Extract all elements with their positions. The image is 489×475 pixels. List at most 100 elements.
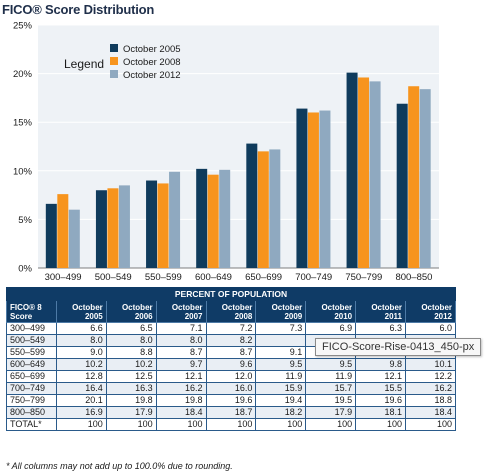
column-header-year: 2009 (284, 311, 303, 321)
column-header-month: October (171, 302, 203, 312)
percent-cell: 8.8 (105, 346, 157, 359)
legend-swatch-3 (110, 70, 118, 78)
percent-cell: 8.0 (105, 334, 157, 347)
percent-cell: 16.2 (405, 382, 456, 395)
bar-1 (296, 108, 308, 268)
score-range-cell: 550–599 (6, 346, 57, 359)
year-column-header: October 2011 (355, 300, 406, 323)
bar-2 (408, 86, 420, 269)
column-header-month: October (72, 302, 103, 312)
percent-cell: 6.5 (105, 322, 157, 335)
percent-cell: 18.1 (355, 406, 406, 419)
table-banner: PERCENT OF POPULATION (6, 287, 456, 301)
percent-cell: 19.6 (205, 394, 257, 407)
percent-cell: 10.1 (405, 358, 456, 371)
percent-cell: 10.2 (105, 358, 157, 371)
year-column-header: October 2005 (55, 300, 107, 323)
percent-cell: 20.1 (55, 394, 107, 407)
bar-3 (369, 81, 381, 268)
bar-3 (219, 169, 231, 268)
percent-cell: 6.0 (405, 322, 456, 335)
percent-cell: 18.7 (205, 406, 257, 419)
bar-2 (257, 151, 269, 268)
table-row: TOTAL* 100 100 100 100 100 100 100 100 (6, 418, 456, 431)
percent-cell: 19.4 (255, 394, 307, 407)
percent-cell: 16.2 (155, 382, 207, 395)
percent-cell: 8.0 (55, 334, 107, 347)
column-header-year: 2005 (84, 311, 103, 321)
bar-3 (419, 89, 431, 268)
y-tick-label: 25% (13, 21, 33, 32)
percent-cell: 7.1 (155, 322, 207, 335)
percent-cell: 100 (155, 418, 207, 431)
percent-cell: 12.8 (55, 370, 107, 383)
y-tick-label: 20% (13, 69, 33, 80)
y-tick-label: 10% (13, 166, 33, 177)
score-header-line1: FICO® 8 (10, 302, 42, 312)
percent-cell: 12.1 (355, 370, 406, 383)
percent-cell: 7.3 (255, 322, 307, 335)
legend-title: Legend (64, 57, 104, 71)
score-column-header: FICO® 8 Score (6, 300, 57, 323)
percent-cell: 100 (205, 418, 257, 431)
y-tick-label: 0% (18, 264, 32, 275)
percent-cell: 9.6 (205, 358, 257, 371)
bar-2 (307, 112, 319, 268)
x-tick-label: 600–649 (195, 272, 232, 283)
table-header-row: FICO® 8 Score October 2005 October 2006 Octo… (6, 300, 456, 323)
percent-cell: 17.9 (105, 406, 157, 419)
percent-cell: 6.3 (355, 322, 406, 335)
percent-cell: 19.5 (305, 394, 357, 407)
table-row: 700–749 16.4 16.3 16.2 16.0 15.9 15.7 15.5 16.2 (6, 382, 456, 395)
bar-3 (319, 110, 331, 268)
year-column-header: October 2010 (305, 300, 357, 323)
score-range-cell: 800–850 (6, 406, 57, 419)
bar-3 (68, 209, 80, 268)
image-tooltip: FICO-Score-Rise-0413_450-px (315, 338, 482, 356)
percent-cell: 100 (55, 418, 107, 431)
legend-entry: October 2005 (123, 44, 181, 55)
chart-title: FICO® Score Distribution (2, 2, 155, 17)
column-header-year: 2011 (384, 311, 402, 321)
percent-cell: 15.9 (255, 382, 307, 395)
bar-1 (45, 203, 57, 268)
percent-cell: 18.8 (405, 394, 456, 407)
year-column-header: October 2012 (405, 300, 456, 323)
y-tick-label: 5% (18, 215, 32, 226)
legend-entry: October 2012 (123, 70, 181, 81)
bar-2 (157, 183, 169, 268)
x-tick-label: 750–799 (345, 272, 382, 283)
x-tick-label: 800–850 (395, 272, 432, 283)
year-column-header: October 2006 (105, 300, 157, 323)
column-header-year: 2006 (134, 311, 153, 321)
bar-3 (118, 185, 130, 268)
score-range-cell: 750–799 (6, 394, 57, 407)
bar-2 (57, 194, 69, 268)
bar-1 (196, 168, 208, 268)
percent-cell (255, 334, 307, 347)
column-header-year: 2008 (234, 311, 253, 321)
percent-cell: 16.4 (55, 382, 107, 395)
footnote: * All columns may not add up to 100.0% d… (6, 461, 233, 471)
table-row: 300–499 6.6 6.5 7.1 7.2 7.3 6.9 6.3 6.0 (6, 322, 456, 335)
percent-cell: 10.2 (55, 358, 107, 371)
percent-cell: 18.2 (255, 406, 307, 419)
percent-cell: 9.5 (255, 358, 307, 371)
score-range-cell: 300–499 (6, 322, 57, 335)
year-column-header: October 2007 (155, 300, 207, 323)
percent-cell: 18.4 (155, 406, 207, 419)
percent-cell: 100 (305, 418, 357, 431)
bar-3 (169, 171, 181, 268)
percent-cell: 12.1 (155, 370, 207, 383)
score-range-cell: TOTAL* (6, 418, 57, 431)
bar-1 (246, 143, 258, 268)
bar-1 (95, 190, 107, 268)
table-row: 800–850 16.9 17.9 18.4 18.7 18.2 17.9 18.1 18.4 (6, 406, 456, 419)
percent-cell: 11.9 (255, 370, 307, 383)
percent-cell: 100 (355, 418, 406, 431)
x-tick-label: 650–699 (245, 272, 282, 283)
score-header-line2: Score (10, 311, 33, 321)
y-tick-label: 15% (13, 118, 33, 129)
percent-cell: 9.8 (355, 358, 406, 371)
percent-cell: 100 (105, 418, 157, 431)
